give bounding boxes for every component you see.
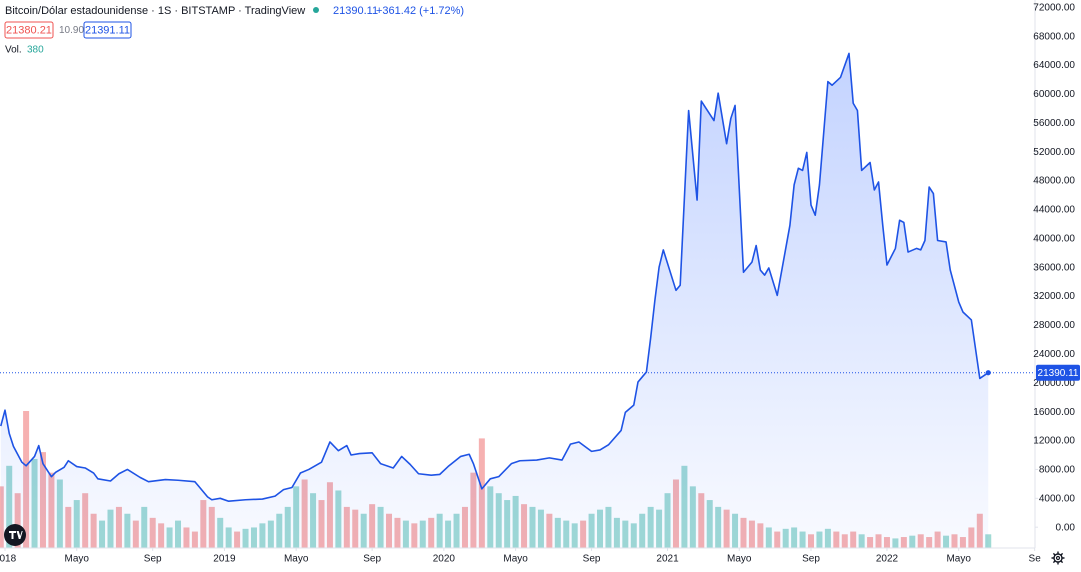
x-tick-label: Mayo bbox=[284, 554, 309, 565]
y-tick-label: 64000.00 bbox=[1033, 60, 1075, 71]
x-tick-label: Sep bbox=[802, 554, 820, 565]
x-tick-label: Mayo bbox=[503, 554, 528, 565]
y-tick-label: 68000.00 bbox=[1033, 31, 1075, 42]
price-line bbox=[0, 52, 989, 502]
volume-bar bbox=[985, 534, 992, 548]
price-area bbox=[0, 53, 989, 548]
plot-area bbox=[0, 52, 1035, 548]
y-tick-label: 16000.00 bbox=[1033, 407, 1075, 418]
y-tick-label: 56000.00 bbox=[1033, 118, 1075, 129]
x-tick-label: 2019 bbox=[213, 554, 236, 565]
y-tick-label: 44000.00 bbox=[1033, 205, 1075, 216]
header: Bitcoin/Dólar estadounidense · 1S · BITS… bbox=[4, 5, 464, 56]
last-price-label: 21390.11 bbox=[1038, 368, 1079, 379]
x-tick-label: Sep bbox=[144, 554, 162, 565]
price-axis-bg bbox=[1035, 0, 1081, 567]
last-price-box bbox=[1036, 364, 1080, 381]
tv-logo[interactable] bbox=[4, 524, 26, 546]
y-tick-label: 32000.00 bbox=[1033, 291, 1075, 302]
last-price: 21390.11 bbox=[333, 5, 378, 17]
y-tick-label: 36000.00 bbox=[1033, 262, 1075, 273]
y-tick-label: 48000.00 bbox=[1033, 176, 1075, 187]
spread: 10.90 bbox=[59, 25, 84, 36]
x-tick-label: 2021 bbox=[656, 554, 679, 565]
volume-value: 380 bbox=[27, 45, 44, 56]
volume-label: Vol. bbox=[5, 45, 22, 56]
y-tick-label: 72000.00 bbox=[1033, 2, 1075, 13]
y-tick-label: 28000.00 bbox=[1033, 320, 1075, 331]
x-tick-label: Sep bbox=[363, 554, 381, 565]
market-status bbox=[313, 7, 319, 13]
x-tick-label: 2020 bbox=[433, 554, 456, 565]
y-tick-label: 20000.00 bbox=[1033, 378, 1075, 389]
y-tick-label: 24000.00 bbox=[1033, 349, 1075, 360]
y-tick-label: 8000.00 bbox=[1039, 465, 1076, 476]
last-point bbox=[985, 370, 991, 376]
bid-price[interactable]: 21380.21 bbox=[6, 24, 52, 36]
symbol-title: Bitcoin/Dólar estadounidense · 1S · BITS… bbox=[5, 5, 305, 17]
y-tick-label: 0.00 bbox=[1056, 522, 1076, 533]
y-tick-label: 40000.00 bbox=[1033, 233, 1075, 244]
x-tick-label: Se bbox=[1029, 554, 1042, 565]
y-tick-label: 12000.00 bbox=[1033, 436, 1075, 447]
x-tick-label: Sep bbox=[583, 554, 601, 565]
y-tick-label: 60000.00 bbox=[1033, 89, 1075, 100]
ask-price[interactable]: 21391.11 bbox=[85, 24, 130, 36]
y-tick-label: 4000.00 bbox=[1039, 493, 1076, 504]
settings-icon[interactable] bbox=[1051, 551, 1065, 565]
bid-box[interactable] bbox=[4, 21, 54, 39]
x-tick-label: Mayo bbox=[727, 554, 752, 565]
ask-box[interactable] bbox=[83, 21, 132, 39]
price-change: +361.42 (+1.72%) bbox=[376, 5, 464, 17]
x-tick-label: 2022 bbox=[876, 554, 899, 565]
y-tick-label: 52000.00 bbox=[1033, 147, 1075, 158]
x-tick-label: Mayo bbox=[65, 554, 90, 565]
axes: 0.00 4000.00 8000.00 12000.00 16000.00 20000.… bbox=[0, 2, 1075, 564]
x-tick-label: Mayo bbox=[946, 554, 971, 565]
x-tick-label: 2018 bbox=[0, 554, 17, 565]
